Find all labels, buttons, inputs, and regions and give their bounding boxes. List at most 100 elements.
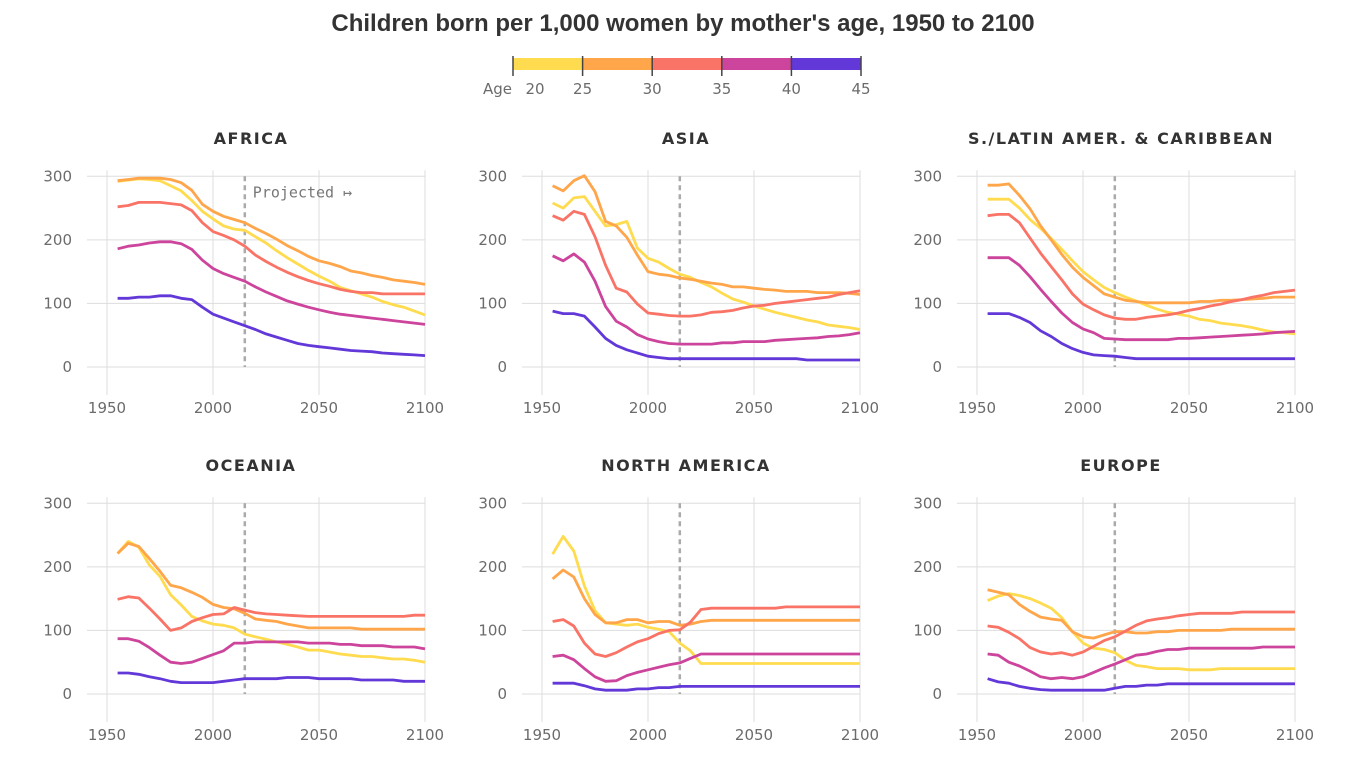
chart-title: Children born per 1,000 women by mother'… [331, 10, 1035, 37]
legend-tick-label: 45 [851, 80, 870, 98]
series-line-age-35-40 [117, 240, 426, 326]
series-line-age-30-35 [552, 605, 860, 658]
x-tick-label: 2050 [300, 399, 338, 417]
panel-oceania: OCEANIA 0 100 200 300 1950 2000 2050 2100 [43, 456, 444, 744]
panel-north-america: NORTH AMERICA 0 100 200 300 1950 2000 2050 2100 [478, 456, 879, 744]
series-line-age-25-30 [117, 176, 426, 286]
y-tick-label: 300 [913, 167, 942, 185]
y-tick-label: 300 [913, 494, 942, 512]
y-tick-label: 0 [497, 685, 507, 703]
panel-s-latin-amer-caribbean: S./LATIN AMER. & CARIBBEAN 0 100 200 300 1950… [913, 129, 1314, 417]
panel-title: NORTH AMERICA [601, 456, 771, 475]
series-line-age-40-45 [552, 309, 860, 362]
series-line-age-30-35 [117, 201, 425, 296]
x-tick-label: 1950 [958, 726, 996, 744]
x-tick-label: 2000 [194, 726, 232, 744]
y-tick-label: 0 [62, 685, 72, 703]
series-line-age-20-25 [987, 592, 1295, 672]
legend-swatch [721, 58, 792, 70]
x-tick-label: 2100 [841, 399, 879, 417]
panel-title: S./LATIN AMER. & CARIBBEAN [968, 129, 1274, 148]
x-tick-label: 1950 [958, 399, 996, 417]
legend-swatch [513, 58, 583, 70]
y-tick-label: 200 [913, 231, 942, 249]
series-line-age-30-35 [552, 209, 861, 318]
legend-tick-label: 40 [782, 80, 801, 98]
projected-label: Projected ↦ [253, 183, 352, 201]
series-line-age-40-45 [987, 677, 1295, 692]
legend-swatch [791, 58, 861, 70]
legend-swatch [652, 58, 722, 70]
x-tick-label: 1950 [523, 726, 561, 744]
panel-asia: ASIA 0 100 200 300 1950 2000 2050 2100 [478, 129, 879, 417]
y-tick-label: 200 [478, 558, 507, 576]
x-tick-label: 2050 [1170, 399, 1208, 417]
y-tick-label: 200 [43, 558, 72, 576]
y-tick-label: 200 [913, 558, 942, 576]
series-line-age-35-40 [987, 645, 1295, 681]
series-line-age-40-45 [117, 671, 425, 684]
x-tick-label: 2050 [300, 726, 338, 744]
series-line-age-40-45 [987, 312, 1295, 361]
y-tick-label: 100 [43, 621, 72, 639]
legend-tick-label: 30 [643, 80, 662, 98]
x-tick-label: 2000 [1064, 726, 1102, 744]
y-tick-label: 200 [43, 231, 72, 249]
x-tick-label: 2050 [735, 726, 773, 744]
x-tick-label: 2100 [1276, 726, 1314, 744]
series-line-age-30-35 [987, 213, 1296, 321]
legend-swatch [582, 58, 653, 70]
panel-africa: AFRICA 0 100 200 300 1950 2000 2050 2100 Projecte… [43, 129, 444, 417]
x-tick-label: 2050 [1170, 726, 1208, 744]
legend-tick-label: 35 [712, 80, 731, 98]
series-line-age-30-35 [117, 595, 425, 632]
x-tick-label: 2100 [406, 726, 444, 744]
series-line-age-25-30 [987, 588, 1295, 640]
y-tick-label: 300 [478, 494, 507, 512]
series-line-age-20-25 [117, 177, 426, 317]
series-line-age-25-30 [551, 568, 860, 627]
series-line-age-35-40 [987, 256, 1296, 342]
panel-title: AFRICA [214, 129, 289, 148]
x-tick-label: 2050 [735, 399, 773, 417]
y-tick-label: 0 [932, 358, 942, 376]
x-tick-label: 2000 [1064, 399, 1102, 417]
series-line-age-30-35 [987, 610, 1295, 657]
y-tick-label: 100 [913, 294, 942, 312]
legend-tick-label: 25 [573, 80, 592, 98]
y-tick-label: 300 [43, 167, 72, 185]
y-tick-label: 300 [478, 167, 507, 185]
legend: 20 25 30 35 40 45 Age [483, 56, 871, 98]
series-line-age-20-25 [551, 535, 860, 665]
y-tick-label: 0 [62, 358, 72, 376]
x-tick-label: 1950 [88, 726, 126, 744]
x-tick-label: 2100 [1276, 399, 1314, 417]
series-line-age-25-30 [116, 541, 425, 631]
x-tick-label: 1950 [88, 399, 126, 417]
panel-title: EUROPE [1080, 456, 1162, 475]
y-tick-label: 100 [913, 621, 942, 639]
y-tick-label: 100 [478, 621, 507, 639]
series-line-age-20-25 [987, 197, 1296, 336]
series-line-age-35-40 [552, 252, 861, 346]
series-line-age-40-45 [552, 681, 860, 692]
series-line-age-25-30 [551, 174, 861, 296]
y-tick-label: 0 [932, 685, 942, 703]
x-tick-label: 2000 [194, 399, 232, 417]
x-tick-label: 2100 [841, 726, 879, 744]
y-tick-label: 100 [478, 294, 507, 312]
series-line-age-35-40 [552, 652, 860, 683]
panel-europe: EUROPE 0 100 200 300 1950 2000 2050 2100 [913, 456, 1314, 744]
y-tick-label: 300 [43, 494, 72, 512]
legend-label: Age [483, 80, 512, 98]
series-line-age-40-45 [117, 294, 426, 357]
series-line-age-35-40 [117, 637, 426, 665]
x-tick-label: 2000 [629, 726, 667, 744]
y-tick-label: 0 [497, 358, 507, 376]
series-line-age-20-25 [551, 195, 861, 331]
panel-title: ASIA [662, 129, 710, 148]
y-tick-label: 100 [43, 294, 72, 312]
legend-tick-label: 20 [525, 80, 544, 98]
panel-title: OCEANIA [206, 456, 297, 475]
